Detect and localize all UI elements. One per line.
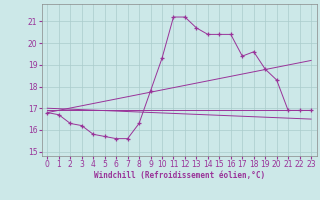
X-axis label: Windchill (Refroidissement éolien,°C): Windchill (Refroidissement éolien,°C) <box>94 171 265 180</box>
